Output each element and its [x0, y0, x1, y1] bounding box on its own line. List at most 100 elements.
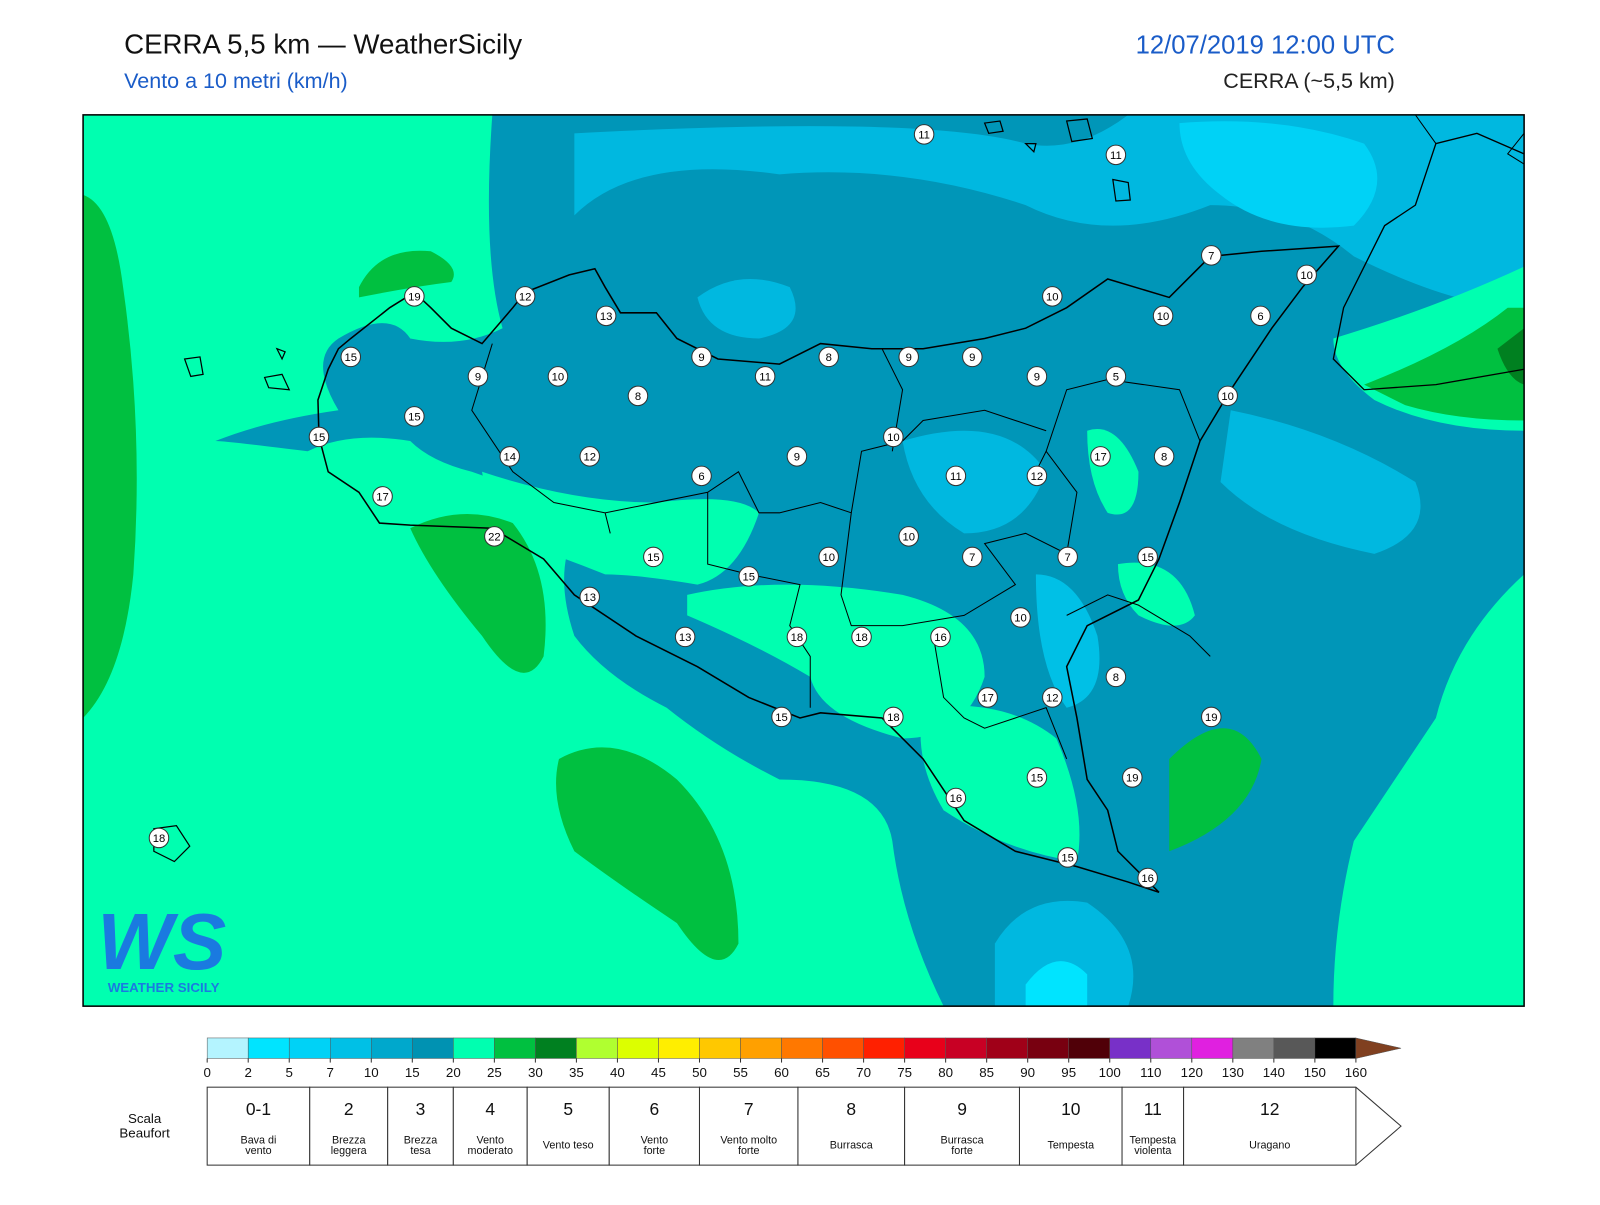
- station-value: 10: [1046, 292, 1059, 304]
- beaufort-force: 11: [1144, 1099, 1162, 1119]
- station-value: 10: [902, 532, 915, 544]
- station-value: 5: [1113, 372, 1119, 384]
- color-segment: [781, 1037, 823, 1059]
- station-marker: [786, 446, 808, 467]
- colorbar-tick-label: 35: [569, 1065, 584, 1080]
- station-marker: [1201, 245, 1222, 266]
- province-border: [471, 343, 1211, 760]
- color-segment: [863, 1037, 905, 1059]
- station-value: 18: [887, 712, 900, 724]
- beaufort-title: Scala: [128, 1111, 162, 1126]
- station-marker: [499, 446, 520, 467]
- beaufort-description: Vento teso: [543, 1140, 594, 1152]
- datetime: 12/07/2019 12:00 UTC: [1136, 31, 1395, 59]
- station-marker: [1105, 366, 1127, 387]
- colorbar-tick-label: 120: [1181, 1065, 1203, 1080]
- colorbar-tick-label: 150: [1304, 1065, 1326, 1080]
- station-value: 17: [981, 693, 994, 705]
- station-value: 12: [583, 452, 596, 464]
- station-value: 13: [679, 632, 692, 644]
- station-value: 12: [519, 292, 532, 304]
- station-value: 22: [488, 532, 501, 544]
- calabria-coast: [1332, 132, 1525, 391]
- beaufort-description: forte: [951, 1145, 973, 1157]
- station-value: 10: [1014, 613, 1027, 625]
- station-value: 7: [1208, 250, 1214, 262]
- beaufort-description: Vento: [477, 1135, 505, 1147]
- station-marker: [1105, 144, 1127, 166]
- station-marker: [1122, 767, 1143, 788]
- station-value: 10: [1221, 391, 1234, 403]
- subtitle: Vento a 10 metri (km/h): [124, 69, 348, 93]
- station-marker: [467, 366, 489, 387]
- station-marker: [595, 305, 617, 327]
- station-value: 10: [1157, 311, 1170, 323]
- station-value: 15: [1031, 773, 1044, 785]
- map: WS WEATHER SICILY 11 11 7 10 19 12 10 13 10 6 15 9 8…: [83, 114, 1525, 1007]
- station-marker: [308, 426, 330, 448]
- station-value: 10: [887, 432, 900, 444]
- station-marker: [1201, 706, 1222, 728]
- beaufort-force: 0-1: [246, 1099, 271, 1119]
- color-segment: [206, 1037, 249, 1059]
- station-marker: [1026, 767, 1048, 788]
- station-marker: [945, 465, 967, 487]
- colorbar-tick-label: 85: [979, 1065, 994, 1080]
- colorbar-tick-label: 75: [897, 1065, 912, 1080]
- wind-zone: [920, 705, 1080, 862]
- beaufort-cell: [904, 1086, 1020, 1166]
- station-value: 8: [826, 352, 832, 364]
- wind-zone: [1169, 728, 1262, 852]
- wind-zone: [1220, 410, 1421, 554]
- station-value: 12: [1031, 471, 1044, 483]
- colorbar-tick-label: 25: [487, 1065, 502, 1080]
- color-segment: [1027, 1037, 1069, 1059]
- station-marker: [1057, 847, 1078, 868]
- station-value: 9: [794, 452, 800, 464]
- color-segment: [576, 1037, 618, 1059]
- station-marker: [898, 526, 919, 547]
- wind-zone: [1117, 562, 1195, 626]
- colorbar-tick-label: 5: [286, 1065, 293, 1080]
- station-marker: [771, 706, 792, 728]
- station-marker: [1042, 687, 1063, 708]
- station-marker: [691, 465, 712, 487]
- colorbar-tick-label: 2: [244, 1065, 251, 1080]
- beaufort-description: Uragano: [1249, 1140, 1290, 1152]
- color-segment: [945, 1037, 987, 1059]
- station-marker: [484, 526, 505, 547]
- beaufort-cell: [1183, 1086, 1402, 1166]
- station-marker: [786, 626, 808, 648]
- beaufort-force: 4: [485, 1099, 495, 1119]
- station-marker: [1137, 546, 1158, 568]
- station-marker: [643, 546, 664, 568]
- station-marker: [1010, 607, 1031, 628]
- station-value: 9: [969, 352, 975, 364]
- wind-zone: [697, 278, 796, 339]
- colorbar-tick-label: 130: [1222, 1065, 1244, 1080]
- beaufort-description: Tempesta: [1047, 1140, 1094, 1152]
- station-value: 16: [1141, 873, 1154, 885]
- beaufort-force: 2: [344, 1099, 354, 1119]
- station-value: 11: [1110, 150, 1122, 162]
- beaufort-description: Vento molto: [720, 1135, 777, 1147]
- station-marker: [913, 124, 935, 145]
- station-value: 17: [376, 492, 389, 504]
- wind-zone: [358, 250, 454, 298]
- station-value: 7: [1065, 552, 1071, 564]
- colorbar-tick-label: 90: [1020, 1065, 1035, 1080]
- station-value: 12: [1046, 693, 1059, 705]
- station-marker: [818, 346, 839, 368]
- beaufort-description: violenta: [1134, 1145, 1171, 1157]
- station-marker: [898, 346, 919, 368]
- station-marker: [883, 426, 904, 448]
- colorbar-tick-label: 45: [651, 1065, 666, 1080]
- color-segment: [288, 1037, 331, 1059]
- wind-zone: [1035, 574, 1100, 708]
- color-segment: [617, 1037, 659, 1059]
- beaufort-description: Vento: [641, 1135, 669, 1147]
- color-segment: [1273, 1037, 1316, 1059]
- color-segment: [658, 1037, 700, 1059]
- wind-zone: [1364, 307, 1525, 421]
